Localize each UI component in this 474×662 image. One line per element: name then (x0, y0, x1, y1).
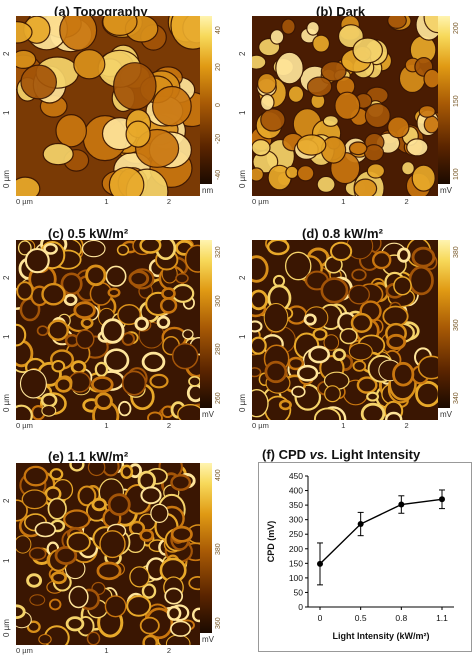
map-x-axis-label: 2 (404, 421, 409, 430)
x-tick-label: 0.5 (355, 613, 367, 623)
color-scale-tick: 0 (215, 103, 222, 107)
map-x-axis-label: 0 µm (16, 421, 33, 430)
map-x-axis-label: 0 µm (16, 646, 33, 655)
map-x-axis-label: 2 (166, 646, 172, 655)
data-point (317, 560, 323, 567)
data-point (357, 521, 364, 528)
color-scale-tick: 360 (453, 319, 460, 331)
color-scale-tick: -40 (215, 169, 222, 180)
y-tick-label: 250 (289, 529, 303, 539)
map-x-axis-label: 1 (341, 197, 346, 206)
y-tick-label: 300 (289, 515, 303, 525)
color-scale-bar (438, 16, 450, 184)
chart-title: (f) CPD vs. Light Intensity (262, 447, 421, 462)
map-y-axis-label: 0 µm (238, 394, 247, 412)
color-scale-unit: nm (202, 186, 214, 195)
map-y-axis-label: 2 (2, 51, 11, 56)
color-scale-tick: 280 (215, 343, 222, 356)
color-scale-tick: 100 (453, 168, 460, 180)
y-tick-label: 400 (289, 486, 303, 496)
map-y-axis-label: 1 (238, 334, 247, 339)
color-scale-unit: mV (440, 186, 452, 195)
map-y-axis-label: 1 (238, 110, 247, 115)
map-y-axis-label: 0 µm (2, 619, 11, 637)
color-scale-tick: 20 (215, 62, 222, 71)
map-y-axis-label: 2 (2, 498, 11, 504)
color-scale-unit: mV (440, 410, 452, 419)
afm-map-image (16, 240, 200, 420)
afm-map-image (16, 16, 200, 196)
color-scale-tick: 300 (215, 294, 222, 307)
map-y-axis-label: 0 µm (2, 394, 11, 412)
map-y-axis-label: 2 (238, 275, 247, 280)
cpd-chart: 0 50 100 150 200 250 300 350 400 450 0 0.5 0.8 1.1 CPD… (258, 462, 472, 652)
x-axis-title: Light Intensity (kW/m²) (333, 631, 430, 641)
data-point (439, 496, 445, 503)
color-scale-tick: 320 (215, 246, 222, 258)
map-x-axis-label: 1 (104, 421, 109, 430)
map-y-axis-label: 2 (2, 275, 11, 280)
map-x-axis-label: 0 µm (16, 197, 33, 206)
color-scale-bar (200, 16, 212, 184)
y-tick-label: 0 (298, 602, 303, 612)
y-tick-label: 50 (294, 587, 304, 597)
map-x-axis-label: 2 (166, 197, 172, 206)
color-scale-bar (200, 463, 212, 633)
chart-frame (258, 462, 472, 652)
color-scale-tick: 260 (215, 392, 222, 404)
color-scale-tick: 400 (215, 469, 222, 481)
y-tick-label: 100 (289, 573, 303, 583)
panel-title: (e) 1.1 kW/m² (48, 449, 129, 464)
color-scale-bar (438, 240, 450, 408)
x-tick-label: 1.1 (436, 613, 448, 623)
y-tick-label: 450 (289, 471, 303, 481)
color-scale-tick: 380 (215, 543, 222, 555)
y-tick-label: 150 (289, 558, 303, 568)
color-scale-tick: 40 (215, 26, 222, 34)
color-scale-tick: 380 (453, 246, 460, 258)
map-y-axis-label: 1 (2, 334, 11, 339)
map-x-axis-label: 1 (341, 421, 346, 430)
map-x-axis-label: 2 (404, 197, 409, 206)
color-scale-tick: 150 (453, 95, 460, 107)
map-x-axis-label: 1 (104, 646, 109, 655)
map-x-axis-label: 2 (166, 421, 172, 430)
panel-title: (d) 0.8 kW/m² (302, 226, 383, 241)
x-tick-label: 0.8 (395, 613, 407, 623)
map-y-axis-label: 1 (2, 558, 11, 564)
series-line (319, 498, 443, 565)
panel-title: (b) Dark (316, 4, 366, 19)
color-scale-unit: mV (202, 635, 214, 644)
color-scale-tick: 340 (453, 392, 460, 404)
y-tick-label: 350 (289, 500, 303, 510)
x-tick-label: 0 (318, 613, 323, 623)
afm-map-image (16, 463, 200, 645)
color-scale-tick: 360 (215, 617, 222, 629)
data-point (398, 501, 405, 508)
map-y-axis-label: 2 (238, 51, 247, 56)
map-x-axis-label: 1 (104, 197, 109, 206)
color-scale-tick: 200 (453, 22, 460, 34)
map-y-axis-label: 0 µm (2, 170, 11, 188)
y-axis-title: CPD (mV) (266, 521, 276, 563)
afm-map-image (252, 240, 438, 420)
map-y-axis-label: 0 µm (238, 170, 247, 188)
map-x-axis-label: 0 µm (252, 197, 269, 206)
color-scale-bar (200, 240, 212, 408)
y-tick-label: 200 (289, 544, 303, 554)
map-y-axis-label: 1 (2, 110, 11, 115)
map-x-axis-label: 0 µm (252, 421, 269, 430)
afm-map-image (252, 16, 438, 196)
color-scale-unit: mV (202, 410, 214, 419)
panel-title: (c) 0.5 kW/m² (48, 226, 129, 241)
color-scale-tick: -20 (215, 133, 222, 144)
